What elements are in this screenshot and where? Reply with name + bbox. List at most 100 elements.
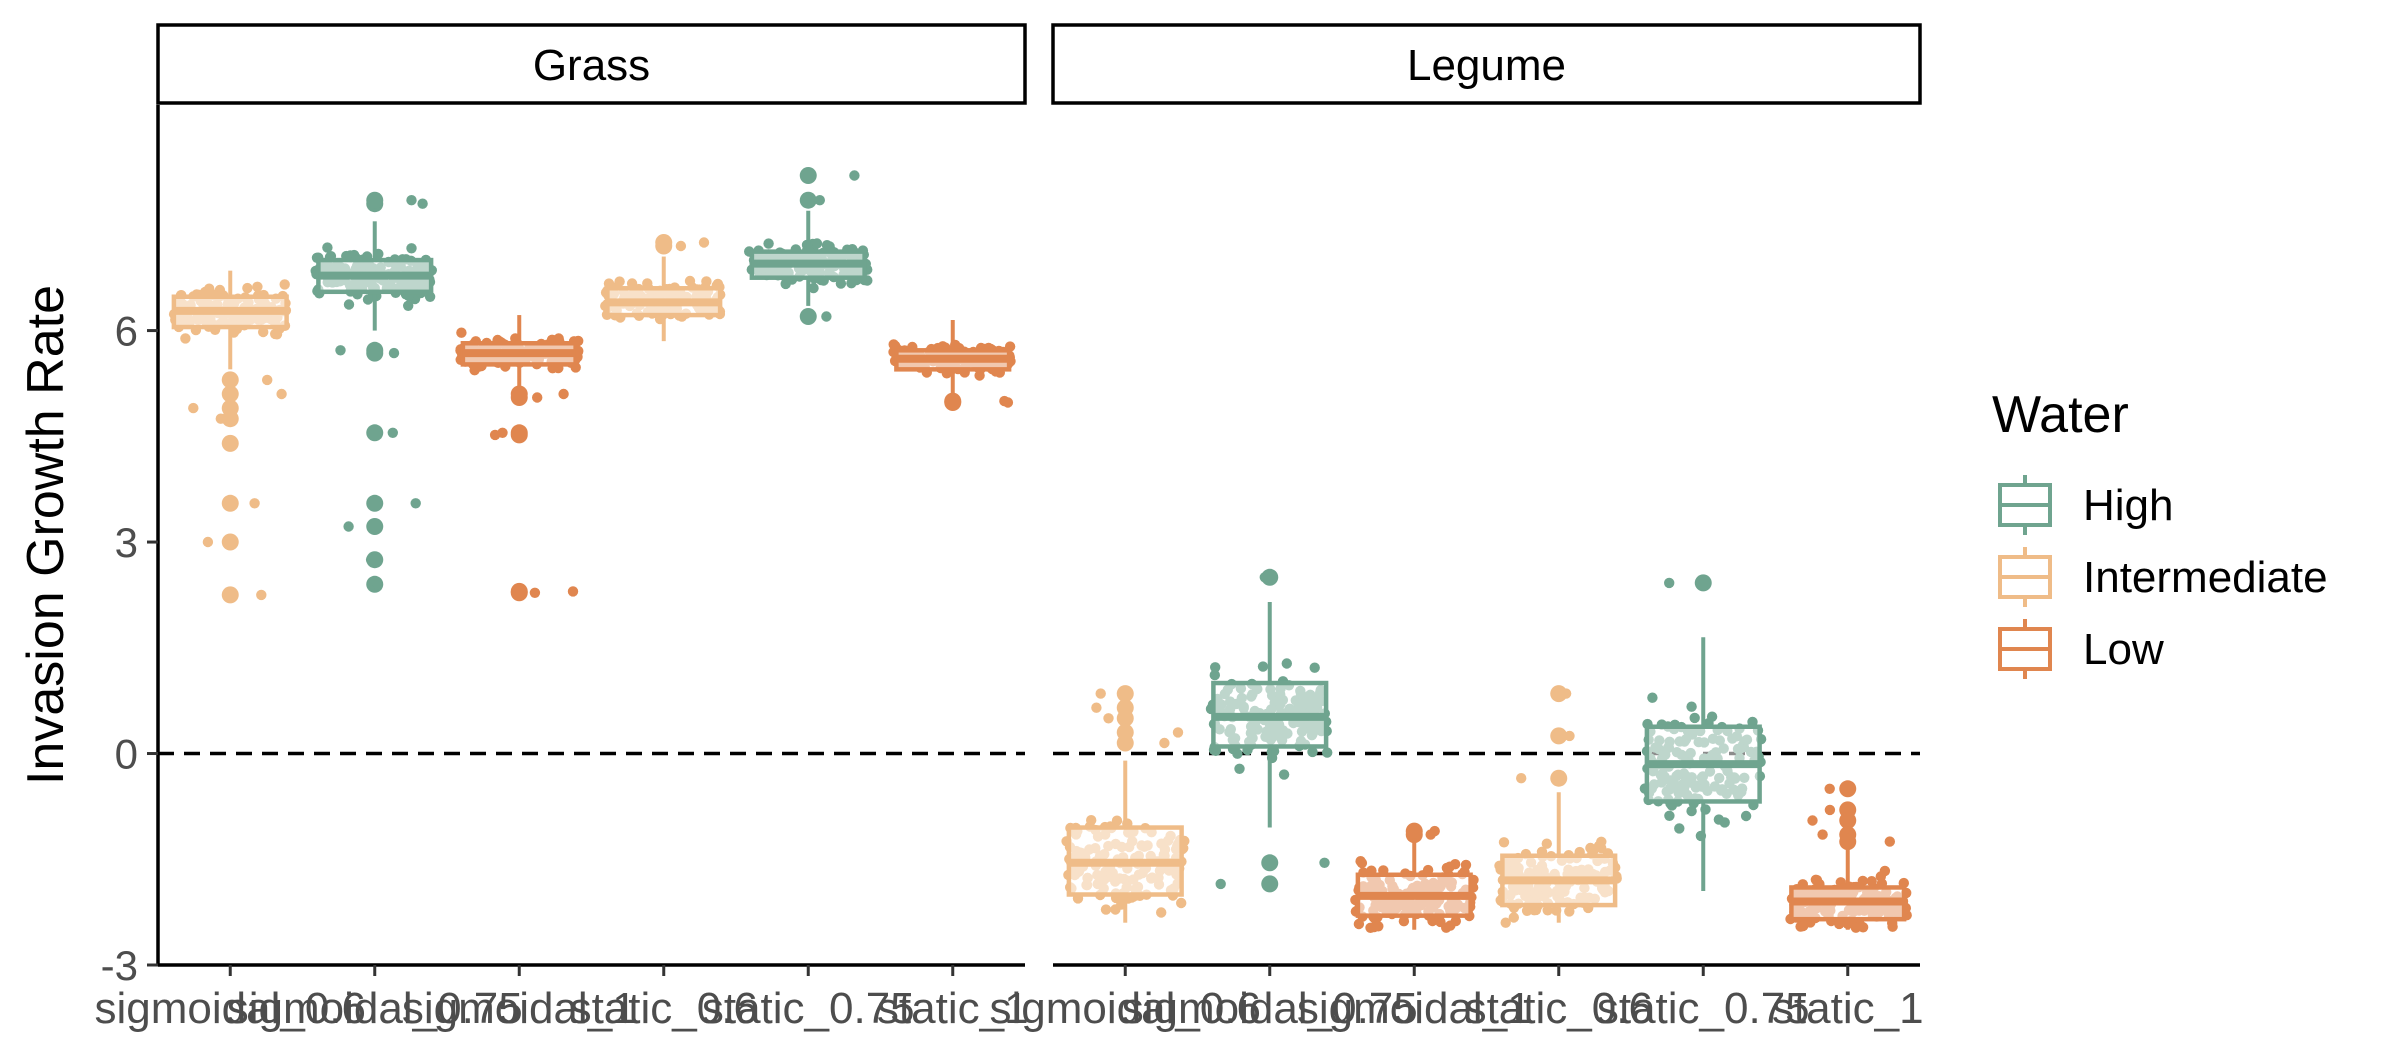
data-point [1309, 662, 1320, 673]
data-point [1596, 842, 1607, 854]
box-sigmoidal_0-75 [1205, 568, 1333, 893]
outlier-point [366, 344, 384, 362]
strip-background [156, 23, 1027, 105]
data-point [387, 427, 398, 438]
x-tick-label: sigmoidal_0.75 [227, 984, 523, 1033]
data-point [180, 333, 191, 344]
data-point [1664, 810, 1675, 821]
data-point [1541, 838, 1553, 849]
legend: Water High Intermediate Low [1992, 386, 2328, 679]
x-tick-label: static_0.6 [570, 984, 758, 1033]
data-point [1686, 701, 1697, 712]
x-tick-label: sigmoidal_0.6 [990, 984, 1262, 1033]
data-point [252, 281, 263, 292]
data-point [1398, 916, 1410, 927]
data-point [256, 589, 267, 601]
data-point [1811, 875, 1823, 886]
data-point [343, 299, 355, 310]
data-point [1674, 823, 1685, 834]
data-point [456, 327, 467, 338]
outlier-point [1550, 685, 1568, 703]
strip-label: Grass [533, 41, 650, 90]
data-point [1450, 859, 1461, 870]
data-point [1560, 688, 1572, 699]
box-static_0-6 [600, 234, 726, 342]
data-point [1875, 871, 1887, 882]
data-point [1664, 577, 1675, 589]
data-point [1807, 815, 1818, 826]
data-point [226, 438, 237, 449]
data-point [262, 374, 273, 386]
box-static_0-6 [1494, 685, 1622, 928]
outlier-point [366, 424, 384, 442]
outlier-point [510, 584, 528, 602]
outlier-point [221, 533, 239, 551]
outlier-point [1839, 780, 1857, 798]
data-point [1817, 829, 1828, 840]
data-point [202, 536, 214, 548]
data-point [1234, 763, 1245, 774]
data-point [1210, 662, 1221, 673]
outlier-point [221, 586, 239, 604]
data-point [1686, 805, 1697, 817]
outlier-point [799, 308, 817, 325]
data-point [1172, 727, 1184, 738]
data-point [1450, 915, 1462, 927]
data-point [614, 276, 625, 287]
outlier-point [944, 394, 962, 411]
data-point [365, 554, 377, 565]
data-point [276, 388, 287, 400]
x-tick-label: static_0.6 [1465, 984, 1653, 1033]
box-sigmoidal_1 [455, 315, 584, 602]
outlier-point [366, 191, 384, 209]
data-point [1156, 907, 1167, 918]
y-tick-label: -3 [101, 942, 138, 989]
x-tick-label: static_1 [877, 984, 1029, 1033]
data-point [698, 237, 710, 248]
data-point [1307, 746, 1318, 758]
data-point [1425, 829, 1436, 840]
outlier-point [510, 426, 528, 444]
x-tick-label: sigmoidal_0.75 [1122, 984, 1418, 1033]
panel-grass: Grass sigmoidal_0.6sigmoidal_0.75sigmoida… [95, 23, 1029, 1033]
data-point [1508, 912, 1520, 923]
data-point [215, 413, 226, 424]
legend-title: Water [1992, 386, 2129, 444]
data-point [410, 498, 421, 509]
data-point [849, 170, 860, 181]
data-point [343, 521, 354, 532]
data-point [406, 243, 417, 254]
data-point [242, 282, 253, 294]
data-point [403, 300, 414, 311]
data-point [1798, 920, 1809, 932]
outlier-point [1550, 727, 1568, 745]
strip-background [1051, 23, 1922, 105]
outlier-point [799, 191, 817, 209]
data-point [1259, 572, 1271, 583]
outlier-point [1550, 769, 1568, 787]
data-point [808, 282, 819, 294]
data-point [1441, 862, 1453, 874]
legend-label: Intermediate [2083, 553, 2328, 602]
data-point [974, 370, 985, 381]
data-point [388, 347, 400, 359]
panel-legume: Legume sigmoidal_0.6sigmoidal_0.75sigmoid… [990, 23, 1924, 1033]
box-sigmoidal_0-75 [310, 191, 437, 593]
data-point [406, 195, 417, 206]
data-point [1719, 817, 1730, 828]
data-point [1356, 857, 1368, 869]
data-point [567, 586, 579, 597]
data-point [322, 242, 333, 253]
x-tick-label: static_0.75 [1597, 984, 1810, 1033]
data-point [1215, 878, 1226, 890]
data-point [489, 429, 501, 441]
outlier-point [221, 385, 239, 403]
data-point [532, 392, 543, 403]
data-point [1257, 661, 1269, 672]
data-point [279, 279, 290, 290]
data-point [675, 240, 687, 252]
data-point [1850, 922, 1862, 933]
data-point [1103, 713, 1114, 724]
data-point [811, 238, 823, 249]
